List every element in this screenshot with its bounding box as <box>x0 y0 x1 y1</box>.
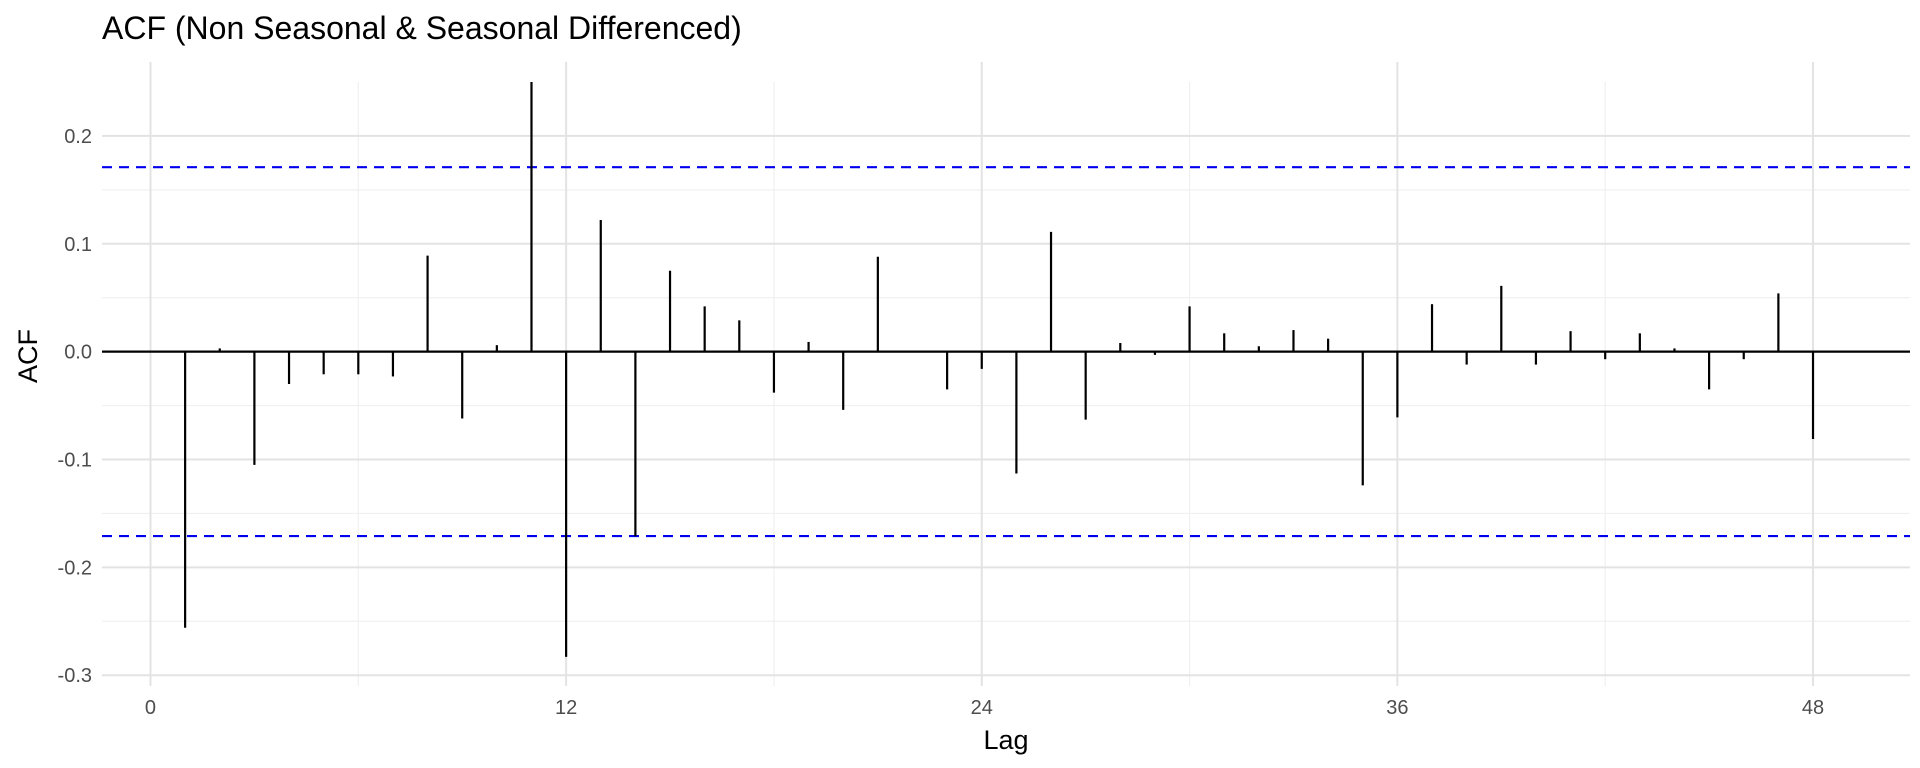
x-tick-label: 24 <box>971 697 993 719</box>
y-tick-label: -0.3 <box>58 665 92 687</box>
confidence-bounds <box>102 166 1910 538</box>
x-tick-label: 0 <box>145 697 156 719</box>
x-axis-title: Lag <box>983 725 1028 755</box>
y-tick-label: 0.2 <box>64 126 92 148</box>
acf-bars <box>184 82 1815 657</box>
y-tick-label: 0.1 <box>64 234 92 256</box>
major-gridlines <box>102 62 1910 686</box>
x-tick-label: 48 <box>1802 697 1824 719</box>
y-axis-ticks: -0.3 -0.2 -0.1 0.0 0.1 0.2 <box>58 126 92 687</box>
y-axis-title: ACF <box>13 329 43 383</box>
x-tick-label: 12 <box>555 697 577 719</box>
x-tick-label: 36 <box>1386 697 1408 719</box>
chart-title: ACF (Non Seasonal & Seasonal Differenced… <box>102 10 742 46</box>
y-tick-label: -0.2 <box>58 557 92 579</box>
y-tick-label: -0.1 <box>58 450 92 472</box>
x-axis-ticks: 0 12 24 36 48 <box>145 697 1824 719</box>
minor-gridlines <box>102 82 1910 686</box>
y-tick-label: 0.0 <box>64 342 92 364</box>
